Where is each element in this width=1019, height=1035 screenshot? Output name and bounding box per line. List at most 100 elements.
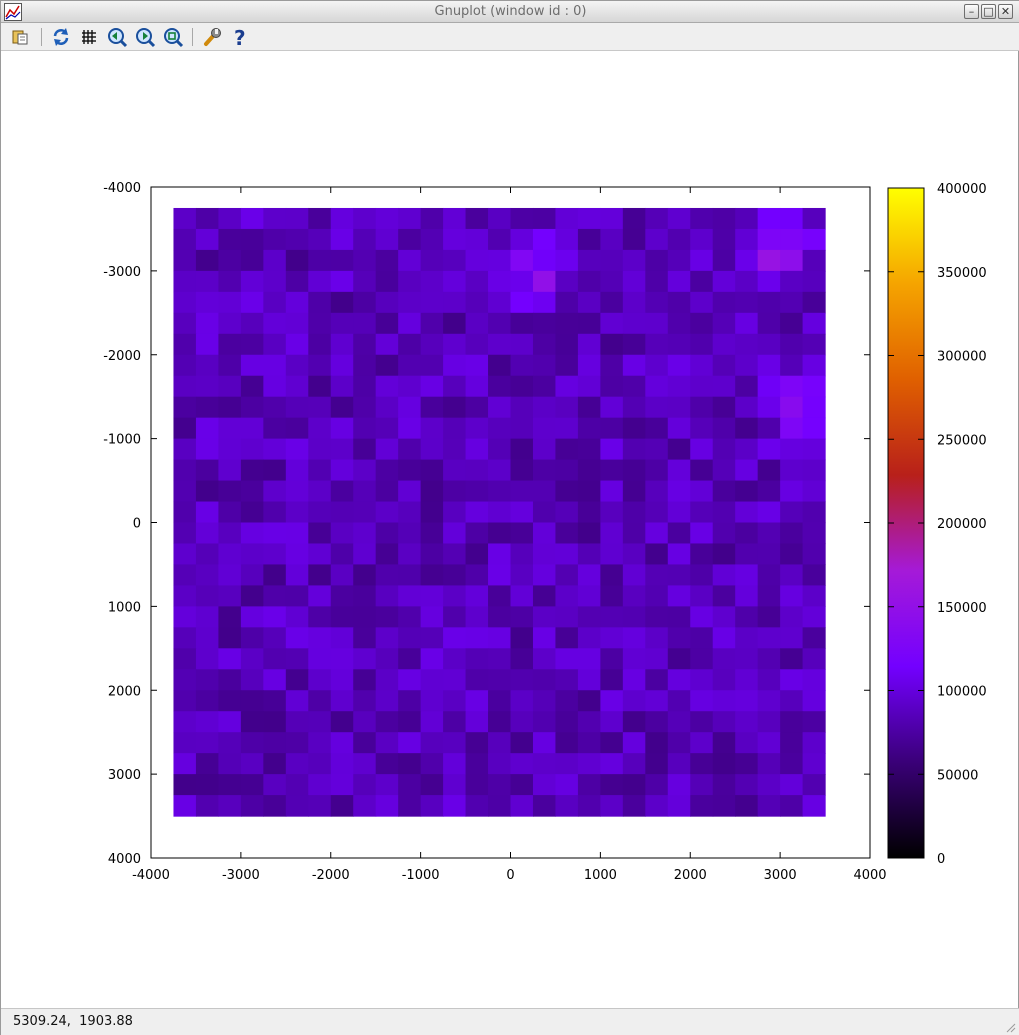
heatmap-cell [420,417,444,440]
heatmap-cell [398,270,422,293]
heatmap-cell [443,270,467,293]
heatmap-cell [465,291,489,314]
heatmap-cell [667,627,691,649]
heatmap-cell [173,480,197,503]
heatmap-cell [263,291,287,314]
toggle-grid-button[interactable] [77,25,101,49]
heatmap-cell [735,732,759,754]
heatmap-chart[interactable]: -4000 -3000 -2000 -1000 0 1000 2000 3000 4000-40… [5,52,1016,1006]
next-zoom-button[interactable] [133,25,157,49]
heatmap-cell [465,774,489,796]
heatmap-cell [465,564,489,587]
heatmap-cell [532,627,557,649]
heatmap-cell [600,291,624,314]
heatmap-cell [330,648,354,670]
previous-zoom-button[interactable] [105,25,129,49]
heatmap-cell [555,417,579,440]
colorbar-tick-label: 400000 [937,182,987,197]
heatmap-cell [330,564,354,587]
heatmap-cell [488,438,512,461]
heatmap-cell [443,732,467,754]
resize-grip-icon[interactable] [1004,1021,1016,1033]
heatmap-cell [532,396,557,419]
heatmap-cell [488,291,512,314]
heatmap-cell [353,375,377,398]
replot-button[interactable] [49,25,73,49]
heatmap-cell [622,396,646,419]
autoscale-button[interactable] [161,25,185,49]
heatmap-cell [712,627,736,649]
heatmap-cell [667,606,691,628]
heatmap-cell [780,669,804,691]
heatmap-cell [240,711,264,733]
heatmap-cell [577,501,601,524]
heatmap-cell [488,396,512,419]
heatmap-cell [780,648,804,670]
heatmap-cell [780,795,804,817]
heatmap-cell [555,480,579,503]
gnuplot-app-icon[interactable] [4,3,22,21]
plot-area[interactable]: -4000 -3000 -2000 -1000 0 1000 2000 3000 4000 -40… [5,52,1016,1006]
heatmap-cell [802,207,826,230]
heatmap-cell [802,606,826,628]
heatmap-cell [308,333,332,356]
heatmap-cell [375,228,399,251]
heatmap-cell [510,270,534,293]
refresh-icon [53,28,69,46]
title-bar[interactable]: Gnuplot (window id : 0) – □ ✕ [1,1,1019,23]
heatmap-cell [532,564,557,587]
heatmap-cell [510,417,534,440]
heatmap-cell [690,291,714,314]
preferences-button[interactable] [200,25,224,49]
heatmap-cell [577,480,601,503]
heatmap-cell [577,690,601,712]
maximize-button[interactable]: □ [981,4,996,19]
heatmap-cell [263,270,287,293]
heatmap-cell [443,228,467,251]
heatmap-cell [308,312,332,335]
heatmap-cell [398,417,422,440]
heatmap-cell [173,207,197,230]
heatmap-cell [712,711,736,733]
heatmap-cell [375,732,399,754]
question-icon: ? [234,26,246,50]
heatmap-cell [263,543,287,566]
heatmap-cell [465,627,489,649]
heatmap-cell [173,396,197,419]
heatmap-cell [667,396,691,419]
copy-to-clipboard-button[interactable] [9,25,33,49]
heatmap-cell [555,627,579,649]
heatmap-cell [510,627,534,649]
minimize-button[interactable]: – [964,4,979,19]
heatmap-cell [577,648,601,670]
heatmap-cell [195,564,220,587]
heatmap-cell [240,585,264,607]
heatmap-cell [600,501,624,524]
heatmap-cell [195,627,220,649]
help-button[interactable]: ? [228,25,252,50]
heatmap-cell [263,396,287,419]
heatmap-cell [622,669,646,691]
heatmap-cell [802,648,826,670]
heatmap-cell [735,207,759,230]
y-tick-label: -1000 [103,433,141,448]
heatmap-cell [285,627,309,649]
heatmap-cell [622,606,646,628]
close-button[interactable]: ✕ [998,4,1013,19]
heatmap-cell [443,648,467,670]
heatmap-cell [780,690,804,712]
heatmap-cell [757,459,781,482]
heatmap-cell [690,648,714,670]
heatmap-cell [532,543,557,566]
heatmap-cell [330,333,354,356]
heatmap-cell [780,291,804,314]
heatmap-cell [712,333,736,356]
heatmap-cell [577,438,601,461]
heatmap-cell [218,228,242,251]
toolbar: ? [1,23,1019,51]
heatmap-cell [195,753,220,775]
heatmap-cell [802,690,826,712]
heatmap-cell [555,501,579,524]
heatmap-cell [712,249,736,272]
heatmap-cell [263,228,287,251]
